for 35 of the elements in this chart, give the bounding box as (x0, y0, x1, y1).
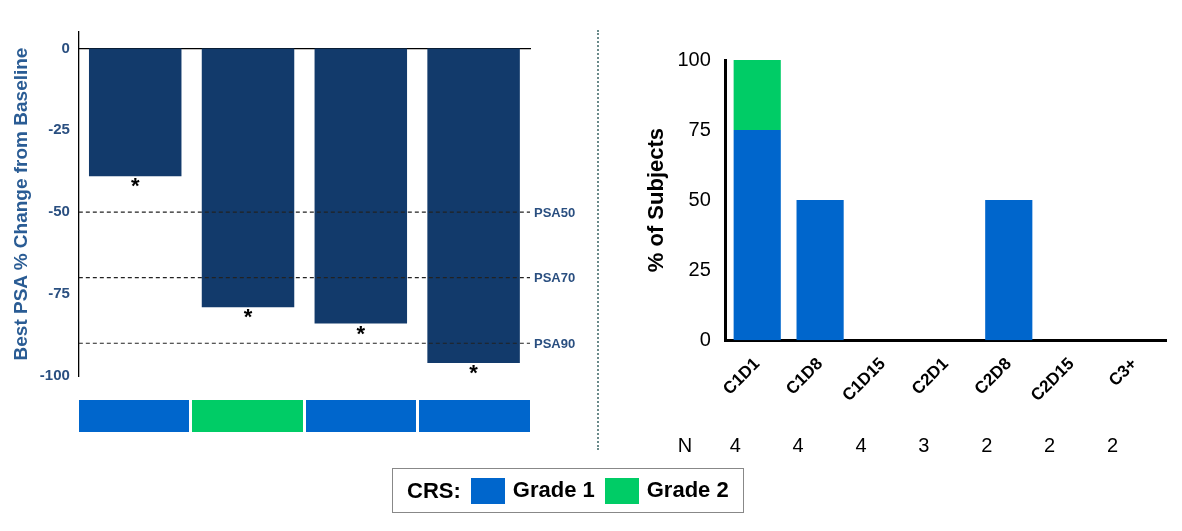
text: N (677, 433, 693, 456)
text: 4 (792, 433, 804, 456)
text: 2 (1106, 433, 1119, 456)
bar (796, 200, 844, 341)
ref-line-label: PSA90 (534, 335, 576, 351)
legend-label: Grade 1 (511, 477, 595, 504)
y-tick-label: 50 (688, 187, 711, 210)
y-tick-label: -100 (39, 366, 70, 384)
legend-label: Grade 2 (645, 477, 729, 504)
text: 4 (729, 433, 741, 456)
data-label: * (356, 320, 366, 346)
y-tick-label: -25 (48, 120, 70, 138)
y-axis-title: % of Subjects (643, 127, 669, 273)
y-tick-label: 100 (677, 47, 711, 70)
ref-line-label: PSA70 (534, 270, 576, 286)
y-tick-label: 25 (688, 257, 711, 280)
ref-line-label: PSA50 (534, 204, 576, 220)
text: 2 (1044, 433, 1056, 456)
y-tick-label: 75 (688, 117, 711, 140)
bar (985, 200, 1033, 341)
y-tick-label: 0 (699, 327, 711, 350)
bar (733, 60, 781, 131)
y-tick-label: -50 (48, 202, 70, 220)
bar (733, 130, 781, 341)
y-axis-title: Best PSA % Change from Baseline (9, 47, 31, 361)
text: 4 (855, 433, 867, 456)
text: 2 (981, 433, 993, 456)
x-tick-label: C3+ (1104, 354, 1141, 390)
data-label: * (130, 173, 140, 199)
y-tick-label: -75 (48, 284, 70, 302)
text: 3 (918, 433, 930, 456)
legend-title: CRS: (407, 477, 461, 504)
data-label: * (469, 359, 479, 385)
y-tick-label: 0 (61, 38, 70, 56)
data-label: * (243, 304, 253, 330)
